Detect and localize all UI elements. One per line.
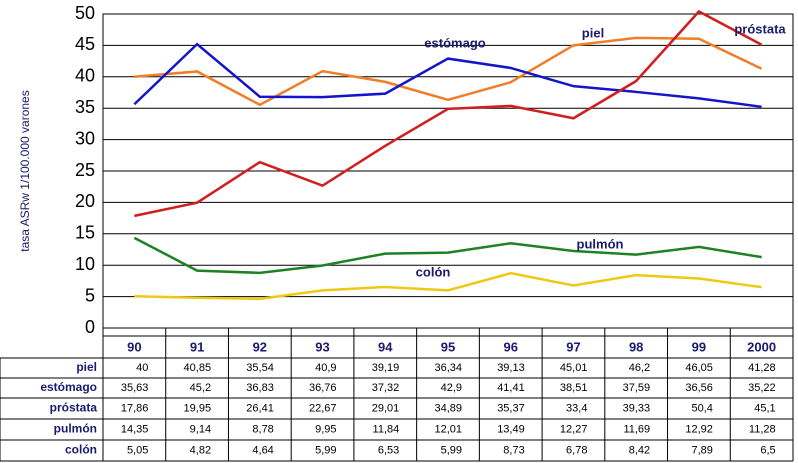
table-cell: 17,86 <box>121 402 149 414</box>
table-cell: 37,59 <box>623 382 651 394</box>
table-cell: 33,4 <box>566 402 587 414</box>
y-axis-label: tasa ASRw 1/100.000 varones <box>18 90 32 251</box>
y-tick-label: 20 <box>75 191 95 211</box>
series-annotation: estómago <box>424 35 485 50</box>
x-tick-label: 91 <box>190 339 204 354</box>
y-tick-label: 45 <box>75 34 95 54</box>
y-tick-label: 15 <box>75 223 95 243</box>
table-cell: 45,1 <box>754 402 775 414</box>
table-cell: 36,34 <box>434 362 462 374</box>
table-cell: 12,01 <box>434 423 462 435</box>
table-cell: 29,01 <box>372 402 400 414</box>
table-cell: 5,05 <box>127 444 148 456</box>
table-cell: 6,5 <box>760 444 775 456</box>
y-tick-label: 40 <box>75 66 95 86</box>
x-tick-label: 95 <box>441 339 455 354</box>
row-label: estómago <box>40 380 97 394</box>
table-cell: 5,99 <box>315 444 336 456</box>
series-annotation: colón <box>416 264 451 279</box>
table-cell: 50,4 <box>691 402 712 414</box>
table-cell: 22,67 <box>309 402 337 414</box>
table-cell: 6,78 <box>566 444 587 456</box>
y-tick-label: 50 <box>75 3 95 23</box>
x-tick-label: 92 <box>253 339 267 354</box>
table-cell: 35,37 <box>497 402 525 414</box>
row-label: colón <box>65 443 97 457</box>
table-cell: 37,32 <box>372 382 400 394</box>
table-cell: 11,28 <box>749 423 776 435</box>
x-tick-label: 2000 <box>747 339 776 354</box>
table-cell: 9,95 <box>315 423 336 435</box>
table-cell: 12,92 <box>685 423 713 435</box>
series-line <box>133 236 762 275</box>
y-tick-label: 0 <box>85 317 95 337</box>
table-cell: 8,78 <box>252 423 273 435</box>
series-line <box>134 271 762 301</box>
table-cell: 26,41 <box>246 402 274 414</box>
series-annotation: pulmón <box>577 236 624 251</box>
y-tick-label: 25 <box>75 160 95 180</box>
plot-border <box>102 13 794 329</box>
table-cell: 46,2 <box>629 362 650 374</box>
x-tick-label: 96 <box>503 339 517 354</box>
y-tick-label: 35 <box>75 97 95 117</box>
y-tick-label: 30 <box>75 128 95 148</box>
table-cell: 45,01 <box>560 362 588 374</box>
table-cell: 39,33 <box>623 402 651 414</box>
table-cell: 35,22 <box>748 382 776 394</box>
x-tick-label: 99 <box>692 339 706 354</box>
table-cell: 35,63 <box>121 382 149 394</box>
table-cell: 9,14 <box>190 423 211 435</box>
table-cell: 12,27 <box>560 423 588 435</box>
table-cell: 39,13 <box>497 362 525 374</box>
row-label: piel <box>76 360 97 374</box>
x-tick-label: 93 <box>315 339 329 354</box>
table-cell: 46,05 <box>685 362 713 374</box>
table-cell: 41,28 <box>748 362 776 374</box>
x-tick-label: 94 <box>378 339 393 354</box>
y-tick-label: 10 <box>75 254 95 274</box>
table-cell: 39,19 <box>372 362 400 374</box>
series-annotation: próstata <box>734 21 786 36</box>
table-cell: 40 <box>136 362 148 374</box>
table-cell: 7,89 <box>691 444 712 456</box>
x-tick-label: 90 <box>127 339 141 354</box>
series-line <box>134 36 763 107</box>
table-cell: 8,42 <box>629 444 650 456</box>
table-cell: 38,51 <box>560 382 588 394</box>
y-tick-label: 5 <box>85 285 95 305</box>
row-label: próstata <box>50 401 98 415</box>
table-cell: 13,49 <box>497 423 525 435</box>
table-cell: 5,99 <box>441 444 462 456</box>
table-cell: 45,2 <box>190 382 211 394</box>
table-cell: 34,89 <box>434 402 462 414</box>
table-cell: 4,82 <box>190 444 211 456</box>
table-cell: 36,76 <box>309 382 337 394</box>
table-cell: 36,56 <box>685 382 713 394</box>
table-cell: 36,83 <box>246 382 274 394</box>
table-cell: 11,69 <box>623 423 650 435</box>
table-cell: 42,9 <box>441 382 462 394</box>
table-cell: 41,41 <box>497 382 525 394</box>
series-line <box>134 9 763 218</box>
table-cell: 40,85 <box>184 362 212 374</box>
table-cell: 8,73 <box>503 444 524 456</box>
table-cell: 14,35 <box>121 423 149 435</box>
series-annotation: piel <box>582 25 604 40</box>
table-cell: 6,53 <box>378 444 399 456</box>
x-tick-label: 97 <box>566 339 580 354</box>
x-tick-label: 98 <box>629 339 643 354</box>
table-cell: 19,95 <box>184 402 212 414</box>
row-label: pulmón <box>54 422 97 436</box>
table-cell: 4,64 <box>252 444 273 456</box>
series-line <box>133 42 762 109</box>
table-cell: 35,54 <box>246 362 274 374</box>
table-cell: 40,9 <box>315 362 336 374</box>
table-cell: 11,84 <box>373 423 400 435</box>
